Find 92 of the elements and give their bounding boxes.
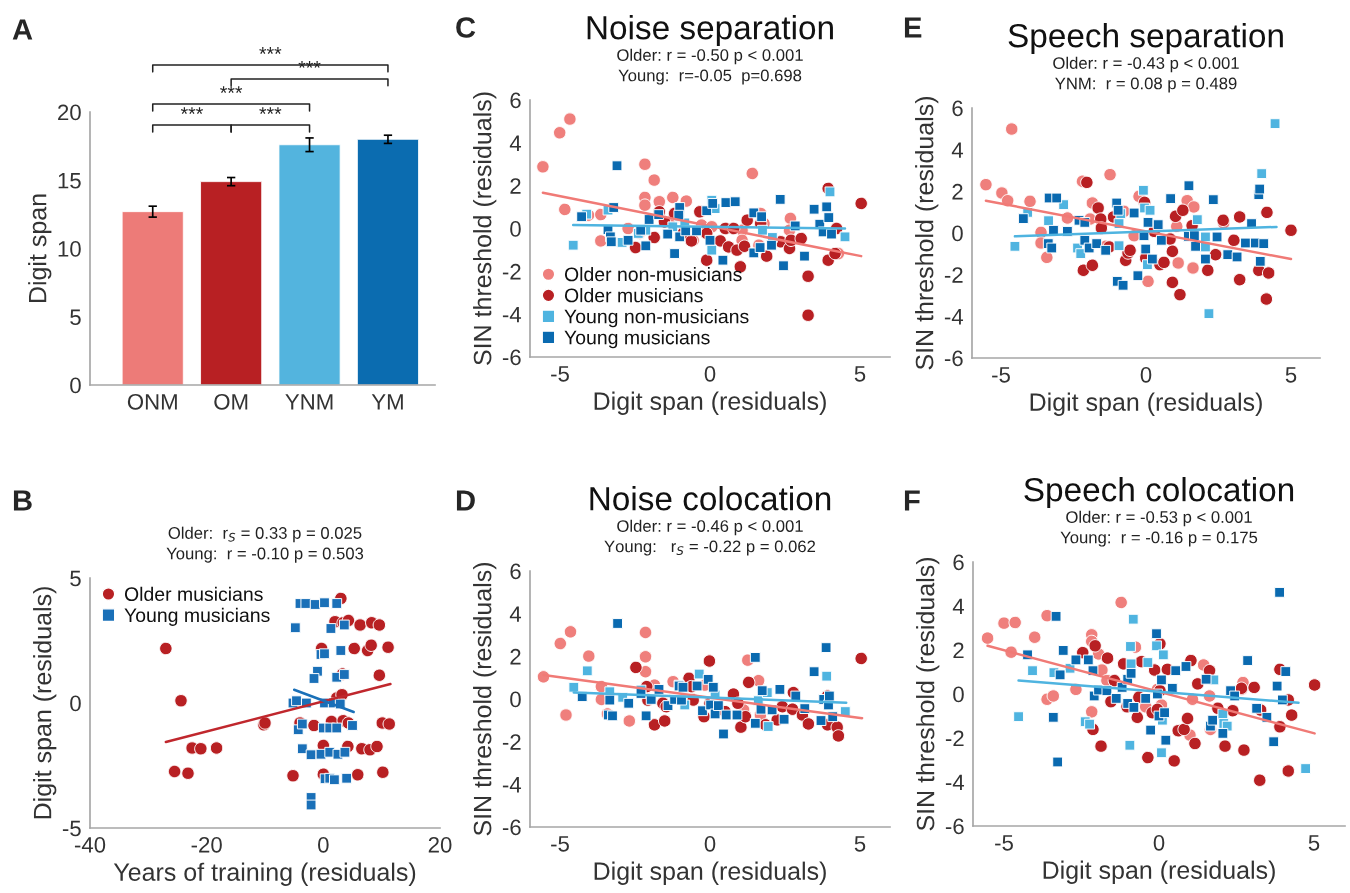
y-tick-label: 6 [953, 554, 964, 571]
x-tick-label: 5 [854, 836, 866, 852]
y-tick-label: 10 [58, 241, 81, 257]
y-tick-label: 5 [70, 570, 81, 587]
text: D [456, 490, 475, 511]
y-tick-label: -2 [944, 267, 963, 283]
x-tick-label: -5 [551, 366, 569, 382]
y-axis-title: SIN threshold (residuals) [915, 96, 939, 370]
y-tick-label: 6 [952, 100, 963, 117]
y-tick-label: -2 [502, 734, 521, 750]
y-tick-label: 2 [953, 642, 964, 659]
text: *** [220, 86, 243, 93]
y-axis-title: SIN threshold (residuals) [916, 557, 940, 831]
x-tick-label: 5 [1285, 367, 1297, 383]
y-tick-label: 6 [510, 563, 521, 580]
y-tick-label: 2 [510, 178, 521, 194]
legend-label: Older musicians [124, 586, 263, 602]
x-tick-label: 0 [1153, 834, 1165, 851]
annotation: *** [259, 107, 282, 114]
chart-title: Noise colocation [590, 486, 831, 511]
legend-label: Older musicians [564, 288, 703, 303]
y-tick-label: 0 [510, 691, 521, 708]
x-tick-label: 20 [428, 836, 452, 853]
y-tick-label: -4 [944, 309, 964, 325]
legend-label: Young musicians [124, 607, 270, 626]
x-tick-label: -5 [995, 835, 1013, 851]
y-tick-label: 15 [58, 173, 81, 189]
x-tick-label: 0 [1140, 366, 1152, 383]
y-axis-title: SIN threshold (residuals) [473, 92, 497, 365]
legend-label: Young non-musicians [564, 309, 749, 328]
y-tick-label: -6 [502, 819, 521, 836]
text: *** [259, 47, 282, 54]
chart-subtitle: Older: r$_{S}$ = 0.33 p = 0.025 Young: r = -0.10 p = 0.503 [166, 526, 364, 563]
y-tick-label: 0 [952, 225, 963, 242]
y-tick-label: 4 [952, 598, 965, 615]
y-tick-label: 20 [58, 104, 81, 121]
x-axis-title: Digit span (residuals) [594, 391, 826, 415]
y-tick-label: 4 [509, 135, 522, 151]
y-tick-label: 2 [952, 183, 963, 200]
y-tick-label: 2 [510, 648, 521, 665]
y-tick-label: 5 [70, 309, 81, 326]
x-axis-title: Digit span (residuals) [594, 861, 826, 885]
y-tick-label: -5 [62, 820, 81, 837]
y-tick-label: 6 [510, 92, 521, 109]
y-axis-title: SIN threshold (residuals) [473, 562, 497, 836]
y-tick-label: -4 [945, 774, 965, 791]
y-tick-label: 0 [953, 686, 964, 703]
chart-title: Speech colocation [1024, 477, 1294, 509]
y-axis-title: Digit span (residuals) [33, 587, 57, 819]
x-tick-label: YNM [285, 394, 333, 410]
text: E [904, 17, 922, 38]
x-tick-label: 5 [854, 366, 866, 382]
y-tick-label: -6 [945, 818, 964, 835]
chart-title: Speech separation [1008, 23, 1283, 55]
text: C [456, 17, 476, 38]
chart-subtitle: Older: r = -0.46 p < 0.001 Young: r$_{S}$ = -0.22 p = 0.062 [604, 519, 816, 556]
chart-subtitle: Older: r = -0.53 p < 0.001 Young: r = -0.16 p = 0.175 [1060, 510, 1258, 547]
chart-subtitle: Older: r = -0.43 p < 0.001 YNM: r = 0.08 p = 0.489 [1053, 56, 1239, 93]
chart-title: Noise separation [587, 15, 833, 47]
x-tick-label: 0 [318, 836, 329, 853]
x-tick-label: 0 [704, 365, 716, 382]
legend-label: Older non-musicians [564, 267, 742, 282]
x-axis-title: Digit span (residuals) [1043, 860, 1275, 884]
chart-subtitle: Older: r = -0.50 p < 0.001 Young: r=-0.05 p=0.698 [617, 48, 803, 85]
text: *** [298, 61, 321, 68]
x-axis-title: Digit span (residuals) [1030, 392, 1262, 416]
legend-label: Young musicians [564, 330, 710, 349]
x-tick-label: -40 [74, 836, 106, 853]
x-tick-label: ONM [127, 393, 177, 410]
annotation: *** [180, 107, 203, 114]
y-tick-label: -6 [502, 349, 521, 366]
text: F [904, 490, 920, 511]
y-tick-label: 4 [951, 142, 964, 158]
y-axis-title: Digit span [28, 194, 52, 303]
y-tick-label: 0 [510, 221, 521, 237]
x-tick-label: -5 [992, 367, 1010, 383]
x-tick-label: OM [214, 393, 248, 410]
text: B [13, 490, 32, 511]
y-tick-label: -2 [945, 730, 964, 747]
x-tick-label: 0 [704, 835, 716, 852]
y-tick-label: -6 [944, 350, 963, 367]
y-tick-label: 4 [509, 606, 522, 622]
y-tick-label: -4 [502, 777, 522, 793]
y-tick-label: 0 [70, 695, 81, 712]
x-tick-label: 5 [1308, 835, 1320, 851]
x-tick-label: YM [371, 394, 403, 410]
text: A [12, 19, 33, 40]
y-tick-label: -4 [502, 306, 522, 323]
x-axis-title: Years of training (residuals) [113, 862, 416, 886]
x-tick-label: -5 [551, 836, 569, 852]
y-tick-label: -2 [502, 263, 521, 280]
x-tick-label: -20 [191, 836, 222, 853]
